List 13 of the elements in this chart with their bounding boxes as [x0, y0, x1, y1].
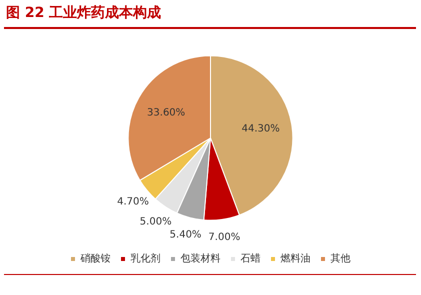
legend-label: 包装材料 [180, 252, 220, 265]
data-label: 5.00% [140, 216, 172, 228]
legend-label: 石蜡 [240, 252, 260, 265]
data-label: 44.30% [242, 124, 280, 135]
data-label: 7.00% [208, 232, 240, 243]
chart-title: 图 22 工业炸药成本构成 [6, 4, 162, 22]
data-label: 33.60% [147, 107, 186, 118]
legend-label: 其他 [330, 252, 350, 265]
legend-label: 乳化剂 [130, 252, 160, 265]
data-label: 4.70% [117, 196, 149, 208]
legend-label: 燃料油 [280, 252, 310, 265]
data-label: 5.40% [170, 230, 202, 241]
legend-label: 硝酸铵 [80, 252, 110, 265]
